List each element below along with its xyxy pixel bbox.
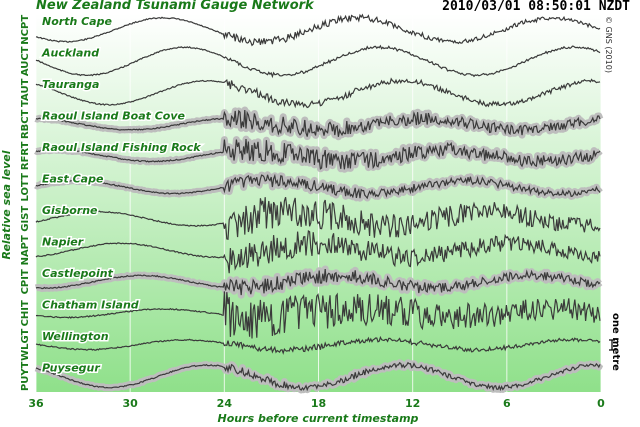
station-code: NAPT xyxy=(20,235,31,265)
station-code: WLGT xyxy=(20,328,31,360)
trace-chit xyxy=(35,291,601,339)
trace-rbct xyxy=(35,109,601,137)
copyright-note: © GNS (2010) xyxy=(604,16,613,73)
trace-rfrt xyxy=(35,139,601,170)
trace-napt xyxy=(35,230,601,274)
station-code: GIST xyxy=(20,206,31,232)
x-tick-layer: 36 30 24 18 12 6 0 xyxy=(28,397,605,410)
station-code: CHIT xyxy=(20,300,31,326)
timestamp: 2010/03/01 08:50:01 NZDT xyxy=(442,0,630,14)
scale-bar-label: one metre xyxy=(610,313,621,371)
vertical-gridlines xyxy=(35,14,602,392)
station-label: Raoul Island Fishing Rock xyxy=(42,141,201,154)
station-label: Castlepoint xyxy=(42,267,114,280)
station-code: AUCT xyxy=(20,46,31,76)
station-code: NCPT xyxy=(20,15,31,45)
one-metre-scale-bar: one metre xyxy=(609,313,621,371)
station-label: Tauranga xyxy=(42,78,99,91)
trace-taut xyxy=(35,77,601,109)
station-label: Puysegur xyxy=(42,361,100,374)
station-code: CPIT xyxy=(20,269,31,294)
station-label: Auckland xyxy=(41,46,99,59)
x-tick-label: 12 xyxy=(405,397,420,410)
x-tick-label: 6 xyxy=(503,397,511,410)
chart-title: New Zealand Tsunami Gauge Network xyxy=(36,0,314,13)
station-label: Raoul Island Boat Cove xyxy=(42,109,186,122)
station-code: RFRT xyxy=(20,141,31,170)
trace-cpit xyxy=(35,268,601,296)
trace-lott xyxy=(35,173,601,200)
station-label: East Cape xyxy=(42,172,104,185)
trace-auct xyxy=(35,44,601,79)
station-code: RBCT xyxy=(20,109,31,139)
x-tick-label: 0 xyxy=(597,397,605,410)
trace-puyt xyxy=(35,361,601,392)
station-label: Gisborne xyxy=(42,204,98,217)
trace-gist xyxy=(35,197,601,240)
trace-layer xyxy=(33,13,604,394)
station-code: TAUT xyxy=(20,78,31,107)
trace-ncpt xyxy=(35,13,601,47)
x-tick-label: 30 xyxy=(123,397,139,410)
y-axis-label: Relative sea level xyxy=(0,150,13,259)
station-label: North Cape xyxy=(42,15,112,28)
station-label-layer: North Cape Auckland Tauranga Raoul Island B… xyxy=(40,13,203,376)
trace-wlgt xyxy=(35,335,601,355)
x-tick-label: 36 xyxy=(28,397,44,410)
station-label: Napier xyxy=(42,235,84,248)
station-code: PUYT xyxy=(20,361,31,391)
station-code: LOTT xyxy=(20,173,31,202)
x-tick-label: 24 xyxy=(217,397,233,410)
station-label: Wellington xyxy=(42,330,109,343)
station-label: Chatham Island xyxy=(42,298,139,311)
x-axis-label: Hours before current timestamp xyxy=(218,412,419,425)
x-tick-label: 18 xyxy=(311,397,326,410)
